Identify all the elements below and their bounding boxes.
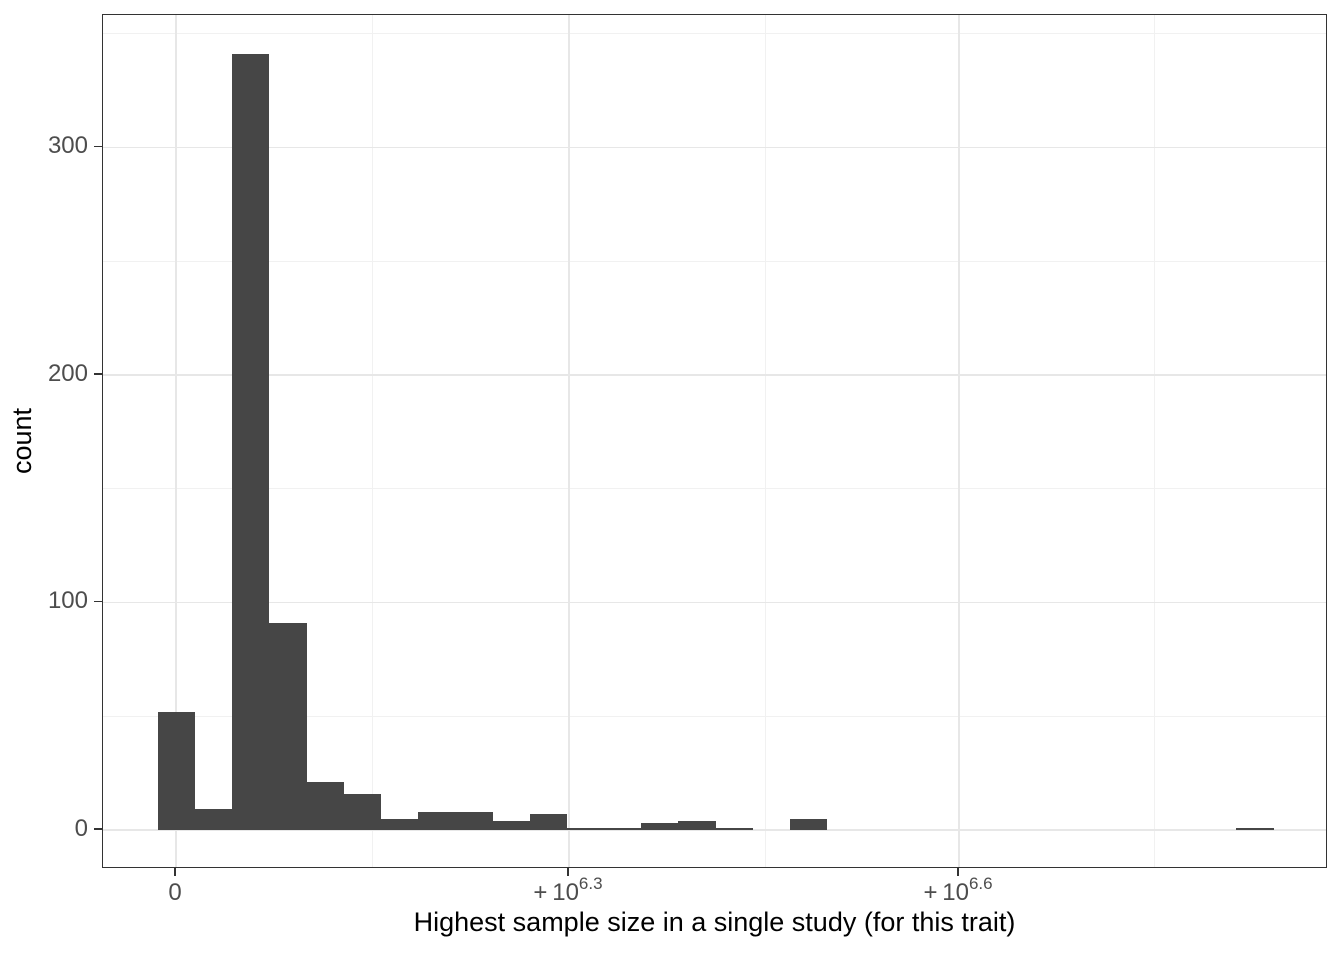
- histogram-bar: [641, 823, 679, 830]
- histogram-bar: [529, 814, 568, 830]
- x-axis-title: Highest sample size in a single study (f…: [413, 907, 1016, 937]
- y-tick-label: 200: [47, 359, 88, 387]
- histogram-bar: [566, 827, 605, 830]
- y-tick-mark: [94, 828, 102, 830]
- x-tick-label: + 106.3: [533, 874, 603, 906]
- histogram-bar: [603, 827, 642, 830]
- y-minor-gridline: [103, 715, 1326, 717]
- plot-panel: [102, 14, 1327, 868]
- histogram-bar: [380, 818, 419, 830]
- y-tick-mark: [94, 600, 102, 603]
- y-major-gridline: [103, 829, 1326, 831]
- y-minor-gridline: [103, 260, 1326, 262]
- histogram-bar: [492, 820, 530, 830]
- y-major-gridline: [103, 601, 1326, 604]
- y-minor-gridline: [103, 488, 1326, 490]
- histogram-bar: [157, 711, 195, 830]
- x-tick-label: 0: [168, 879, 182, 906]
- x-major-gridline: [568, 15, 570, 867]
- y-tick-label: 300: [47, 132, 88, 160]
- y-major-gridline: [103, 374, 1326, 376]
- histogram-bar: [789, 818, 828, 830]
- histogram-bar: [678, 820, 716, 830]
- y-axis-title: count: [7, 407, 37, 475]
- histogram-bar: [231, 54, 270, 830]
- y-minor-gridline: [103, 33, 1326, 35]
- x-minor-gridline: [372, 15, 373, 867]
- histogram-bar: [269, 622, 307, 830]
- x-tick-mark: [567, 868, 569, 876]
- x-major-gridline: [175, 15, 177, 867]
- histogram-bar: [455, 811, 493, 830]
- x-minor-gridline: [764, 15, 766, 867]
- histogram-bar: [715, 827, 754, 830]
- x-tick-label: + 106.6: [923, 874, 993, 906]
- x-tick-mark: [957, 868, 959, 876]
- histogram-bar: [417, 811, 456, 830]
- y-major-gridline: [103, 146, 1326, 149]
- histogram-bar: [1236, 827, 1274, 830]
- y-tick-mark: [94, 145, 102, 148]
- histogram-bar: [306, 782, 344, 830]
- histogram-bar: [194, 809, 233, 830]
- histogram-bar: [343, 793, 382, 830]
- y-tick-label: 100: [47, 587, 88, 615]
- x-tick-mark: [174, 868, 176, 876]
- y-tick-label: 0: [74, 814, 88, 842]
- x-major-gridline: [958, 15, 960, 867]
- x-minor-gridline: [1153, 15, 1155, 867]
- y-tick-mark: [94, 373, 102, 375]
